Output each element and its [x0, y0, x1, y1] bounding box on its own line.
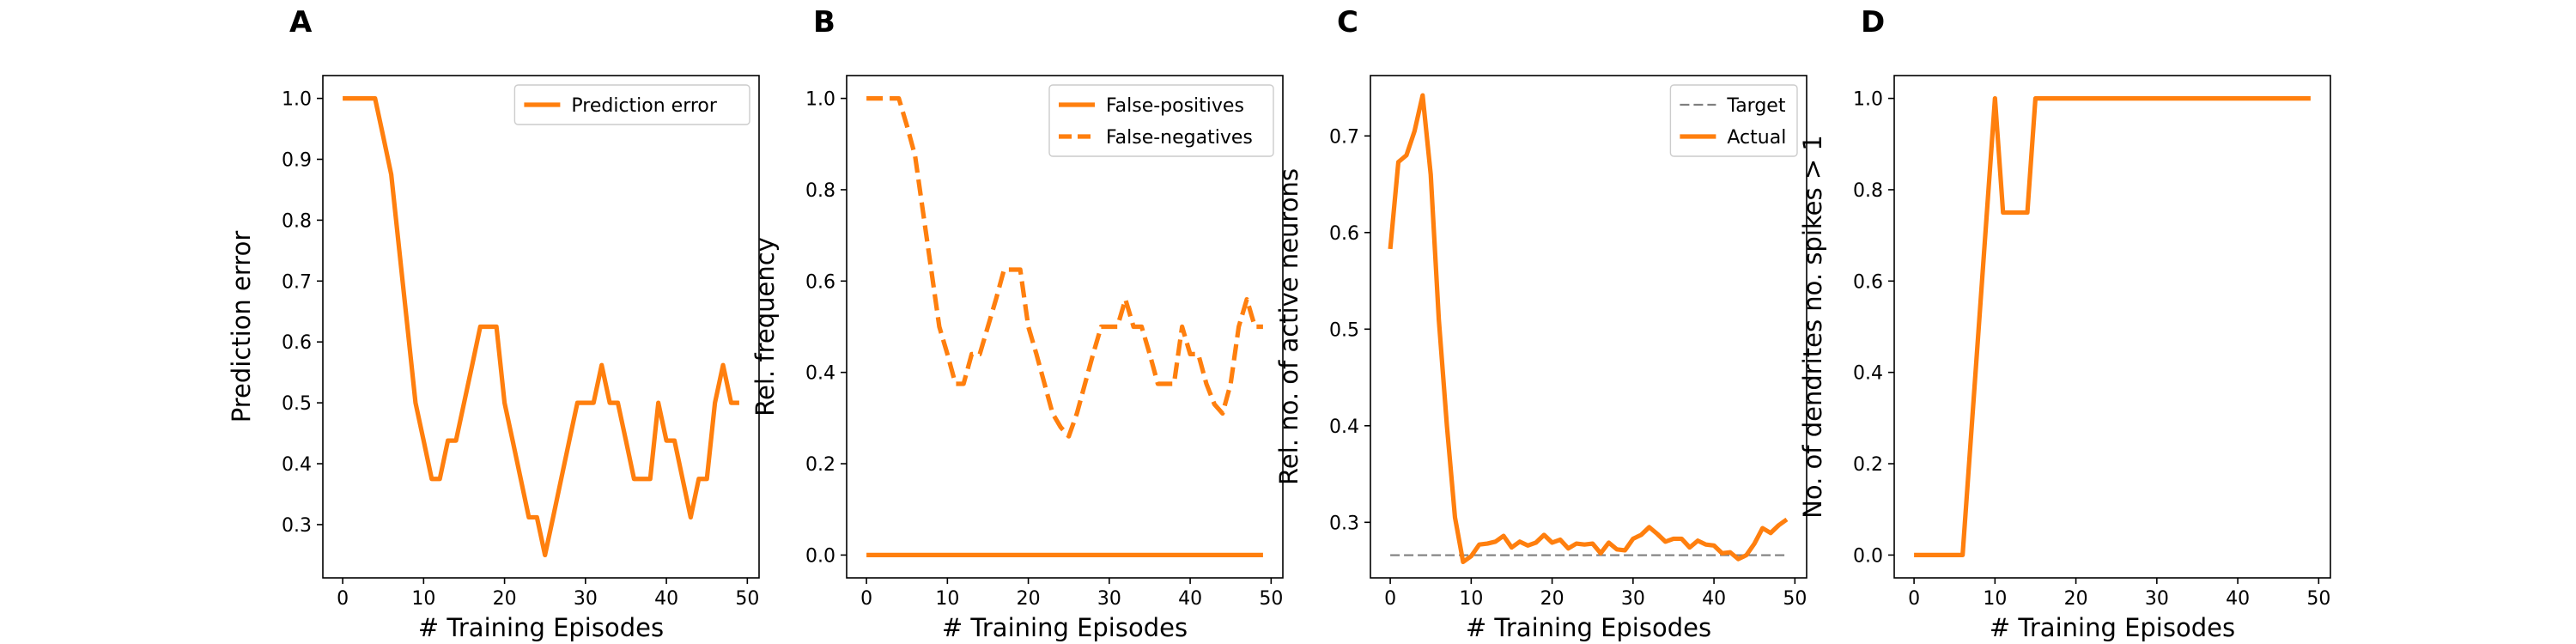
x-tick-label: 20 [493, 588, 517, 610]
panel-letter: A [289, 5, 313, 39]
panel-d: D 0 10 20 30 40 50 0.0 0.2 0.4 0.6 0.8 1.0 # Training… [1798, 5, 2331, 642]
y-tick-label: 0.2 [1853, 454, 1883, 476]
series-line [1388, 93, 1789, 565]
y-tick-label: 0.7 [282, 271, 312, 293]
x-tick-label: 20 [1540, 588, 1564, 610]
legend-label: False-positives [1106, 95, 1244, 117]
x-tick-label: 0 [1908, 588, 1920, 610]
y-tick-label: 0.6 [282, 332, 312, 354]
x-tick-label: 30 [574, 588, 598, 610]
y-tick-label: 0.0 [1853, 545, 1883, 567]
legend: Prediction error [513, 84, 750, 125]
series-line [866, 95, 1263, 439]
x-tick-label: 30 [1621, 588, 1645, 610]
y-tick-label: 0.6 [1853, 271, 1883, 293]
panel-a: A 0 10 20 30 40 50 0.3 0.4 0.5 0.6 0.7 0.8 0.9 1.0 # Tr… [227, 5, 760, 642]
legend-box [1048, 84, 1274, 157]
y-tick-label: 0.3 [282, 515, 312, 537]
y-tick-label: 0.6 [1329, 223, 1359, 245]
axes-frame [322, 75, 760, 579]
legend: Target Actual [1669, 84, 1798, 157]
y-tick-label: 0.8 [282, 210, 312, 232]
x-tick-label: 20 [2064, 588, 2088, 610]
axes-frame [1893, 75, 2331, 579]
x-tick-label: 0 [1384, 588, 1396, 610]
series-line [343, 95, 739, 558]
panel-letter: D [1861, 5, 1885, 39]
axes-frame [1370, 75, 1807, 579]
y-axis-label: Prediction error [227, 231, 256, 423]
y-tick-label: 0.4 [282, 454, 312, 476]
x-tick-label: 40 [654, 588, 678, 610]
y-tick-label: 0.2 [805, 454, 835, 476]
x-tick-label: 40 [2226, 588, 2250, 610]
x-tick-label: 20 [1017, 588, 1041, 610]
x-tick-label: 40 [1178, 588, 1202, 610]
x-tick-label: 30 [2145, 588, 2169, 610]
x-tick-label: 0 [860, 588, 872, 610]
y-tick-label: 0.0 [805, 545, 835, 567]
x-axis-label: # Training Episodes [1990, 613, 2235, 642]
legend-label: Actual [1727, 127, 1786, 149]
y-tick-label: 0.8 [805, 180, 835, 202]
axes-frame [846, 75, 1284, 579]
y-tick-label: 0.7 [1329, 126, 1359, 148]
y-tick-label: 0.5 [1329, 319, 1359, 341]
y-axis-label: Rel. frequency [750, 237, 780, 416]
legend-label: Target [1726, 95, 1785, 117]
x-tick-label: 50 [735, 588, 759, 610]
y-tick-label: 0.4 [1329, 416, 1359, 438]
x-tick-label: 10 [935, 588, 959, 610]
panel-letter: B [813, 5, 835, 39]
x-axis-label: # Training Episodes [942, 613, 1188, 642]
x-tick-label: 0 [337, 588, 349, 610]
y-tick-label: 1.0 [805, 89, 835, 111]
x-tick-label: 50 [1783, 588, 1807, 610]
x-tick-label: 10 [1983, 588, 2007, 610]
legend-label: False-negatives [1106, 127, 1253, 149]
y-tick-label: 0.9 [282, 150, 312, 172]
y-tick-label: 1.0 [282, 89, 312, 111]
y-axis-label: Rel. no. of active neurons [1274, 168, 1303, 485]
x-axis-label: # Training Episodes [418, 613, 664, 642]
legend-label: Prediction error [571, 95, 717, 117]
x-tick-label: 50 [1259, 588, 1283, 610]
y-tick-label: 1.0 [1853, 89, 1883, 111]
y-tick-label: 0.4 [805, 363, 835, 385]
x-axis-label: # Training Episodes [1466, 613, 1711, 642]
legend-box [513, 84, 750, 125]
legend: False-positives False-negatives [1048, 84, 1274, 157]
y-tick-label: 0.6 [805, 271, 835, 293]
x-tick-label: 10 [1459, 588, 1483, 610]
y-tick-label: 0.5 [282, 393, 312, 415]
x-tick-label: 50 [2306, 588, 2330, 610]
y-axis-label: No. of dendrites no. spikes > 1 [1798, 135, 1827, 519]
y-tick-label: 0.8 [1853, 180, 1883, 202]
panel-c: C 0 10 20 30 40 50 0.3 0.4 0.5 0.6 0.7 # Training Ep… [1274, 5, 1807, 642]
panel-letter: C [1337, 5, 1358, 39]
x-tick-label: 10 [411, 588, 435, 610]
series-line [1914, 95, 2311, 558]
panel-b: B 0 10 20 30 40 50 0.0 0.2 0.4 0.6 0.8 1.0 # Training… [750, 5, 1284, 642]
y-tick-label: 0.3 [1329, 513, 1359, 534]
x-tick-label: 30 [1097, 588, 1121, 610]
x-tick-label: 40 [1702, 588, 1726, 610]
y-tick-label: 0.4 [1853, 363, 1883, 385]
